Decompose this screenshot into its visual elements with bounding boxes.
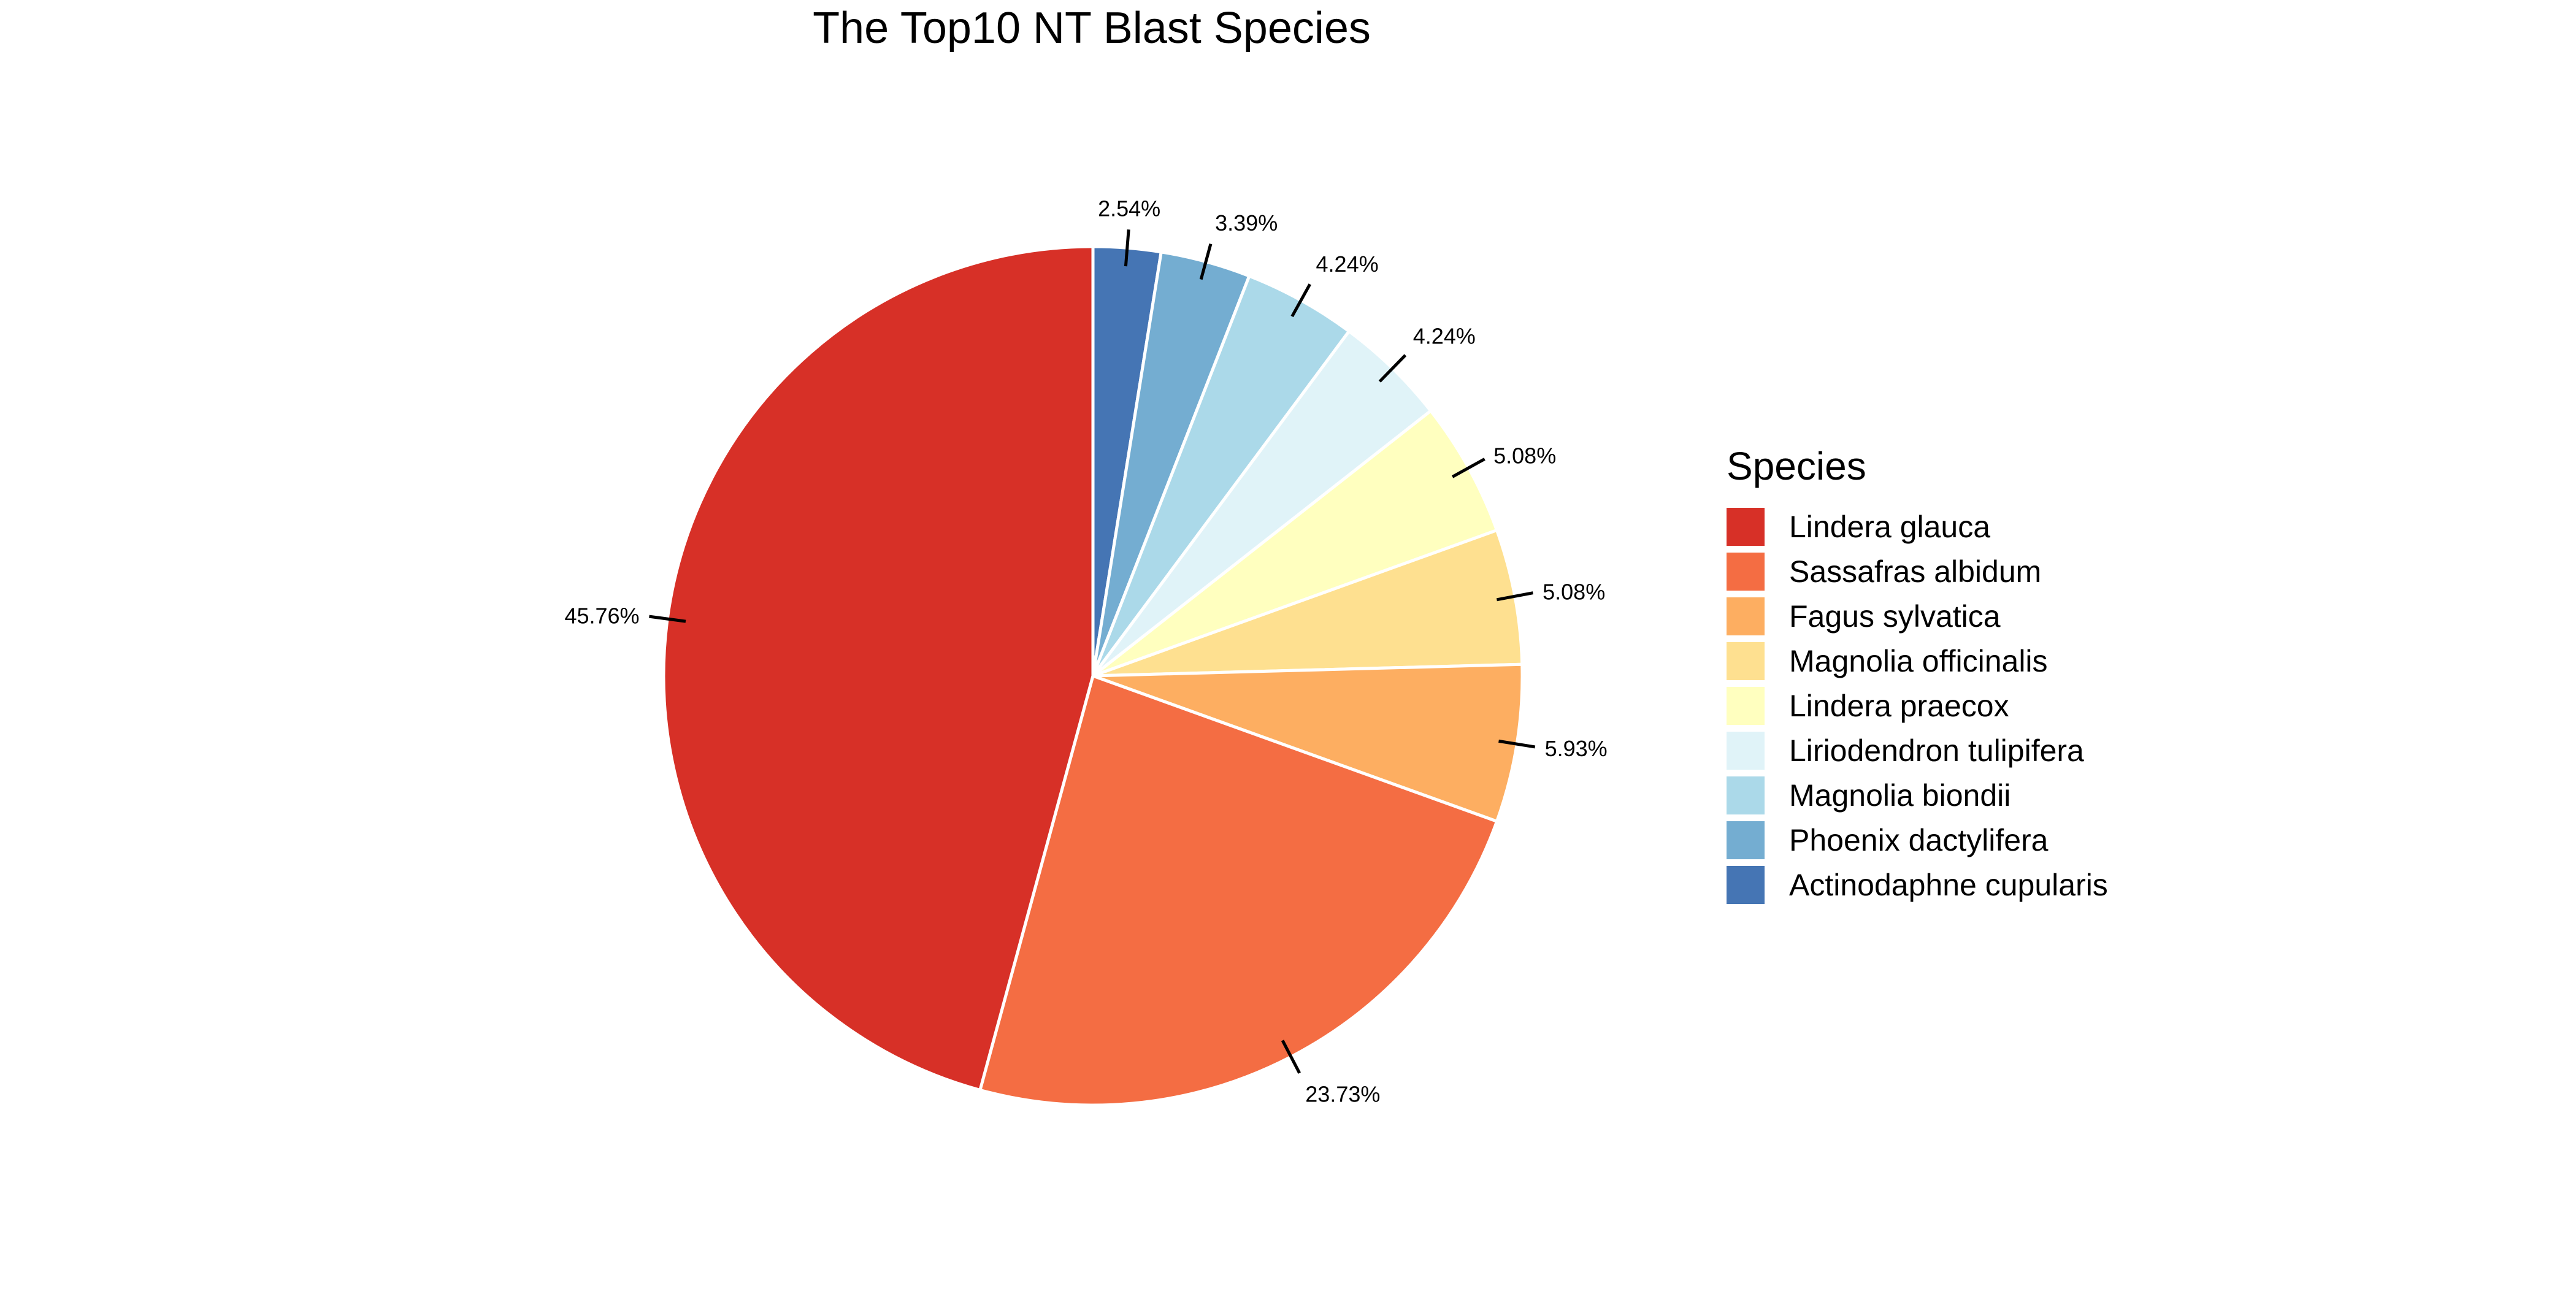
pie-slices — [662, 245, 1524, 1107]
legend-label: Lindera praecox — [1789, 689, 2009, 723]
chart-title: The Top10 NT Blast Species — [813, 4, 1371, 53]
legend-item-lindera-praecox: Lindera praecox — [1727, 687, 2009, 725]
slice-value-label: 2.54% — [1098, 196, 1160, 221]
slice-value-label: 5.08% — [1543, 579, 1605, 604]
legend-item-magnolia-officinalis: Magnolia officinalis — [1727, 642, 2048, 680]
legend-swatch — [1727, 687, 1765, 725]
legend-label: Magnolia officinalis — [1789, 644, 2048, 678]
label-tick-liriodendron-tulipifera — [1378, 354, 1407, 383]
legend-swatch — [1727, 821, 1765, 859]
label-tick-magnolia-biondii — [1290, 283, 1311, 318]
label-tick-actinodaphne-cupularis — [1124, 229, 1130, 267]
legend-item-fagus-sylvatica: Fagus sylvatica — [1727, 597, 2001, 635]
label-tick-phoenix-dactylifera — [1199, 243, 1213, 280]
slice-value-label: 45.76% — [564, 603, 639, 629]
legend-item-phoenix-dactylifera: Phoenix dactylifera — [1727, 821, 2049, 859]
legend-label: Actinodaphne cupularis — [1789, 868, 2108, 902]
legend-label: Phoenix dactylifera — [1789, 823, 2049, 857]
slice-value-label: 5.08% — [1493, 443, 1556, 469]
legend-item-magnolia-biondii: Magnolia biondii — [1727, 776, 2011, 814]
legend-swatch — [1727, 732, 1765, 770]
legend-label: Magnolia biondii — [1789, 778, 2011, 813]
legend-label: Sassafras albidum — [1789, 554, 2041, 589]
legend-label: Lindera glauca — [1789, 510, 1990, 544]
label-tick-fagus-sylvatica — [1498, 739, 1536, 749]
legend-label: Liriodendron tulipifera — [1789, 734, 2084, 768]
legend: Species Lindera glauca Sassafras albidum F… — [1727, 444, 2108, 904]
legend-item-lindera-glauca: Lindera glauca — [1727, 508, 1990, 546]
label-tick-lindera-praecox — [1451, 458, 1485, 478]
slice-value-label: 5.93% — [1545, 736, 1608, 761]
legend-swatch — [1727, 866, 1765, 904]
legend-swatch — [1727, 553, 1765, 591]
label-tick-sassafras-albidum — [1281, 1040, 1301, 1074]
legend-swatch — [1727, 508, 1765, 546]
slice-value-label: 4.24% — [1413, 323, 1476, 348]
legend-title: Species — [1727, 444, 1866, 488]
legend-swatch — [1727, 597, 1765, 635]
slice-value-label: 23.73% — [1305, 1081, 1380, 1106]
legend-item-liriodendron-tulipifera: Liriodendron tulipifera — [1727, 732, 2084, 770]
label-tick-lindera-glauca — [649, 615, 686, 623]
legend-item-actinodaphne-cupularis: Actinodaphne cupularis — [1727, 866, 2108, 904]
slice-labels: 2.54% 3.39% 4.24% 4.24% 5.08% 5.08% 5.93% 23.73… — [564, 196, 1607, 1106]
label-tick-magnolia-officinalis — [1496, 591, 1533, 602]
slice-value-label: 3.39% — [1215, 210, 1278, 236]
legend-swatch — [1727, 642, 1765, 680]
legend-swatch — [1727, 776, 1765, 814]
slice-value-label: 4.24% — [1316, 251, 1379, 277]
legend-label: Fagus sylvatica — [1789, 599, 2001, 634]
legend-item-sassafras-albidum: Sassafras albidum — [1727, 553, 2041, 591]
